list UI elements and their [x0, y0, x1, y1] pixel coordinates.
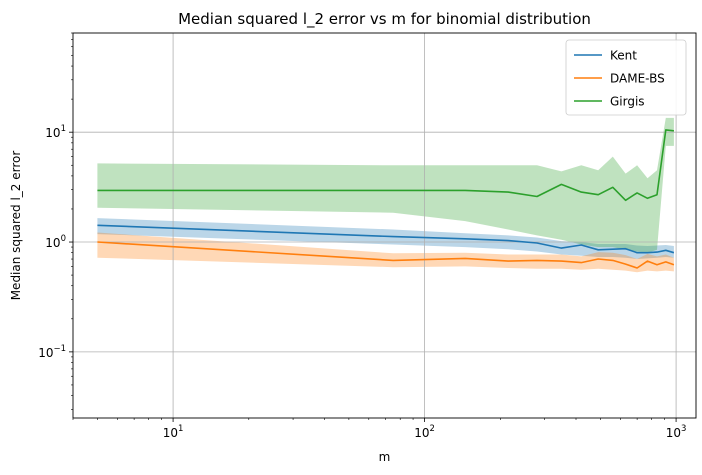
axis-ticks: 101 102 103 10−1 100 101	[38, 32, 687, 440]
x-tick-label: 102	[414, 424, 435, 440]
band-girgis	[97, 117, 674, 253]
legend-label: DAME-BS	[610, 72, 665, 86]
legend-label: Kent	[610, 49, 637, 63]
legend-box	[565, 39, 687, 116]
y-tick-label: 10−1	[38, 344, 66, 360]
x-tick-label: 101	[163, 424, 184, 440]
x-axis-label: m	[379, 450, 391, 464]
band-kent	[97, 218, 674, 259]
band-dame-bs	[97, 232, 674, 273]
series-lines	[97, 129, 675, 269]
line-girgis	[97, 129, 674, 202]
line-dame-bs	[97, 241, 675, 269]
line-kent	[97, 224, 675, 254]
y-axis-label: Median squared l_2 error	[9, 151, 23, 301]
y-tick-label: 100	[45, 234, 66, 250]
legend-label: Girgis	[610, 95, 645, 109]
plot-frame	[72, 32, 697, 419]
confidence-bands	[97, 117, 674, 273]
x-tick-label: 103	[666, 424, 687, 440]
chart-title: Median squared l_2 error vs m for binomi…	[178, 10, 591, 29]
grid-lines	[73, 33, 696, 418]
legend: Kent DAME-BS Girgis	[565, 39, 687, 116]
y-tick-label: 101	[45, 124, 66, 140]
